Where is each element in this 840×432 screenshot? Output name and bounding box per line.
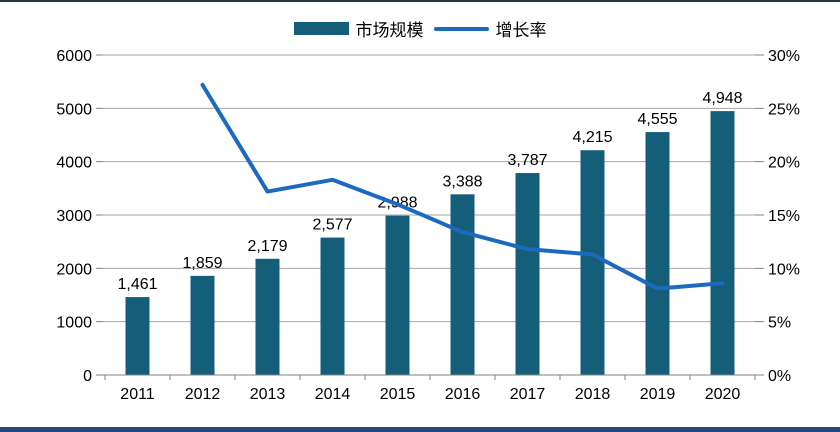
right-axis-label: 5% — [768, 315, 791, 332]
left-axis-label: 2000 — [56, 261, 92, 278]
category-label: 2020 — [705, 386, 741, 403]
bar-2013 — [255, 258, 280, 375]
bar-data-label: 4,215 — [572, 129, 612, 146]
legend-label-growth-rate: 增长率 — [495, 21, 547, 40]
bar-data-label: 3,388 — [442, 173, 482, 190]
bar-2017 — [515, 173, 540, 375]
top-accent-rule — [0, 0, 840, 2]
category-label: 2012 — [185, 386, 221, 403]
left-axis-label: 0 — [83, 368, 92, 385]
bar-data-label: 4,948 — [702, 90, 742, 107]
bar-2012 — [190, 275, 215, 375]
left-axis-label: 5000 — [56, 101, 92, 118]
bar-data-label: 3,787 — [507, 152, 547, 169]
bar-2014 — [320, 237, 345, 375]
growth-rate-line — [200, 82, 725, 291]
right-axis-label: 20% — [768, 155, 800, 172]
legend-item-growth-rate: 增长率 — [433, 16, 547, 41]
line-swatch-icon — [433, 26, 489, 31]
left-axis-label: 1000 — [56, 315, 92, 332]
category-label: 2015 — [380, 386, 416, 403]
bar-2018 — [580, 150, 605, 375]
bar-2011 — [125, 297, 150, 375]
legend-item-market-size: 市场规模 — [293, 16, 424, 41]
bar-2015 — [385, 215, 410, 375]
category-label: 2014 — [315, 386, 351, 403]
bottom-accent-rule — [0, 427, 840, 432]
left-axis-label: 6000 — [56, 48, 92, 65]
bar-2019 — [645, 132, 670, 375]
bar-swatch-icon — [293, 22, 349, 35]
category-label: 2013 — [250, 386, 286, 403]
bar-data-label: 2,577 — [312, 217, 352, 234]
bar-2020 — [710, 111, 735, 376]
category-label: 2018 — [575, 386, 611, 403]
category-label: 2011 — [120, 386, 155, 403]
right-axis-label: 10% — [768, 261, 800, 278]
bar-2016 — [450, 194, 475, 375]
right-axis-label: 30% — [768, 48, 800, 65]
legend-label-market-size: 市场规模 — [355, 21, 424, 40]
right-axis-label: 15% — [768, 208, 800, 225]
category-label: 2016 — [445, 386, 481, 403]
bar-data-label: 2,179 — [247, 238, 287, 255]
right-axis-label: 0% — [768, 368, 791, 385]
left-axis-label: 4000 — [56, 155, 92, 172]
category-label: 2017 — [510, 386, 546, 403]
chart-legend: 市场规模 增长率 — [0, 16, 840, 41]
bar-data-label: 1,859 — [182, 255, 222, 272]
bar-data-label: 1,461 — [117, 276, 157, 293]
category-label: 2019 — [640, 386, 676, 403]
right-axis-label: 25% — [768, 101, 800, 118]
left-axis-label: 3000 — [56, 208, 92, 225]
bar-data-label: 4,555 — [637, 111, 677, 128]
